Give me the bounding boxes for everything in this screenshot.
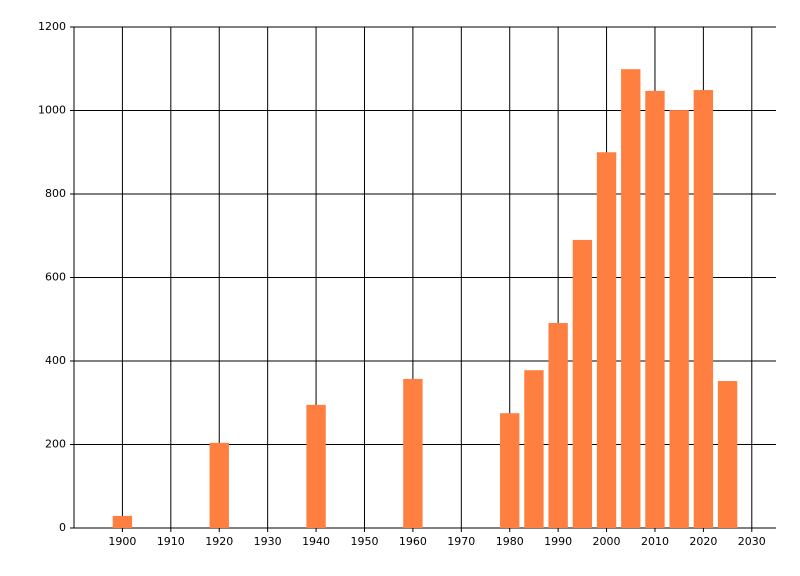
bar (524, 370, 544, 528)
bar (645, 90, 665, 528)
y-tick-label: 800 (45, 187, 66, 200)
x-tick-label: 1990 (544, 535, 572, 548)
x-tick-label: 2000 (593, 535, 621, 548)
x-tick-label: 1960 (399, 535, 427, 548)
y-tick-label: 600 (45, 271, 66, 284)
x-tick-label: 2030 (738, 535, 766, 548)
x-tick-label: 1950 (350, 535, 378, 548)
bar (717, 381, 738, 528)
x-tick-label: 2020 (689, 535, 717, 548)
x-tick-label: 1930 (254, 535, 282, 548)
bar (403, 378, 423, 528)
y-tick-label: 0 (59, 521, 66, 534)
x-tick-label: 1910 (157, 535, 185, 548)
x-tick-label: 1980 (496, 535, 524, 548)
y-tick-label: 1000 (38, 104, 66, 117)
bar (112, 515, 133, 528)
y-tick-label: 1200 (38, 20, 66, 33)
bar (572, 239, 593, 529)
bar (669, 110, 689, 529)
x-tick-label: 1920 (205, 535, 233, 548)
bar (209, 442, 229, 528)
bar (306, 404, 326, 528)
bar (548, 323, 568, 528)
bar (621, 69, 641, 528)
x-tick-label: 1970 (447, 535, 475, 548)
bar (693, 90, 714, 528)
bar (596, 152, 617, 528)
y-tick-label: 400 (45, 354, 66, 367)
bar (500, 413, 520, 528)
y-tick-label: 200 (45, 438, 66, 451)
x-tick-label: 1900 (108, 535, 136, 548)
x-tick-label: 1940 (302, 535, 330, 548)
x-tick-label: 2010 (641, 535, 669, 548)
